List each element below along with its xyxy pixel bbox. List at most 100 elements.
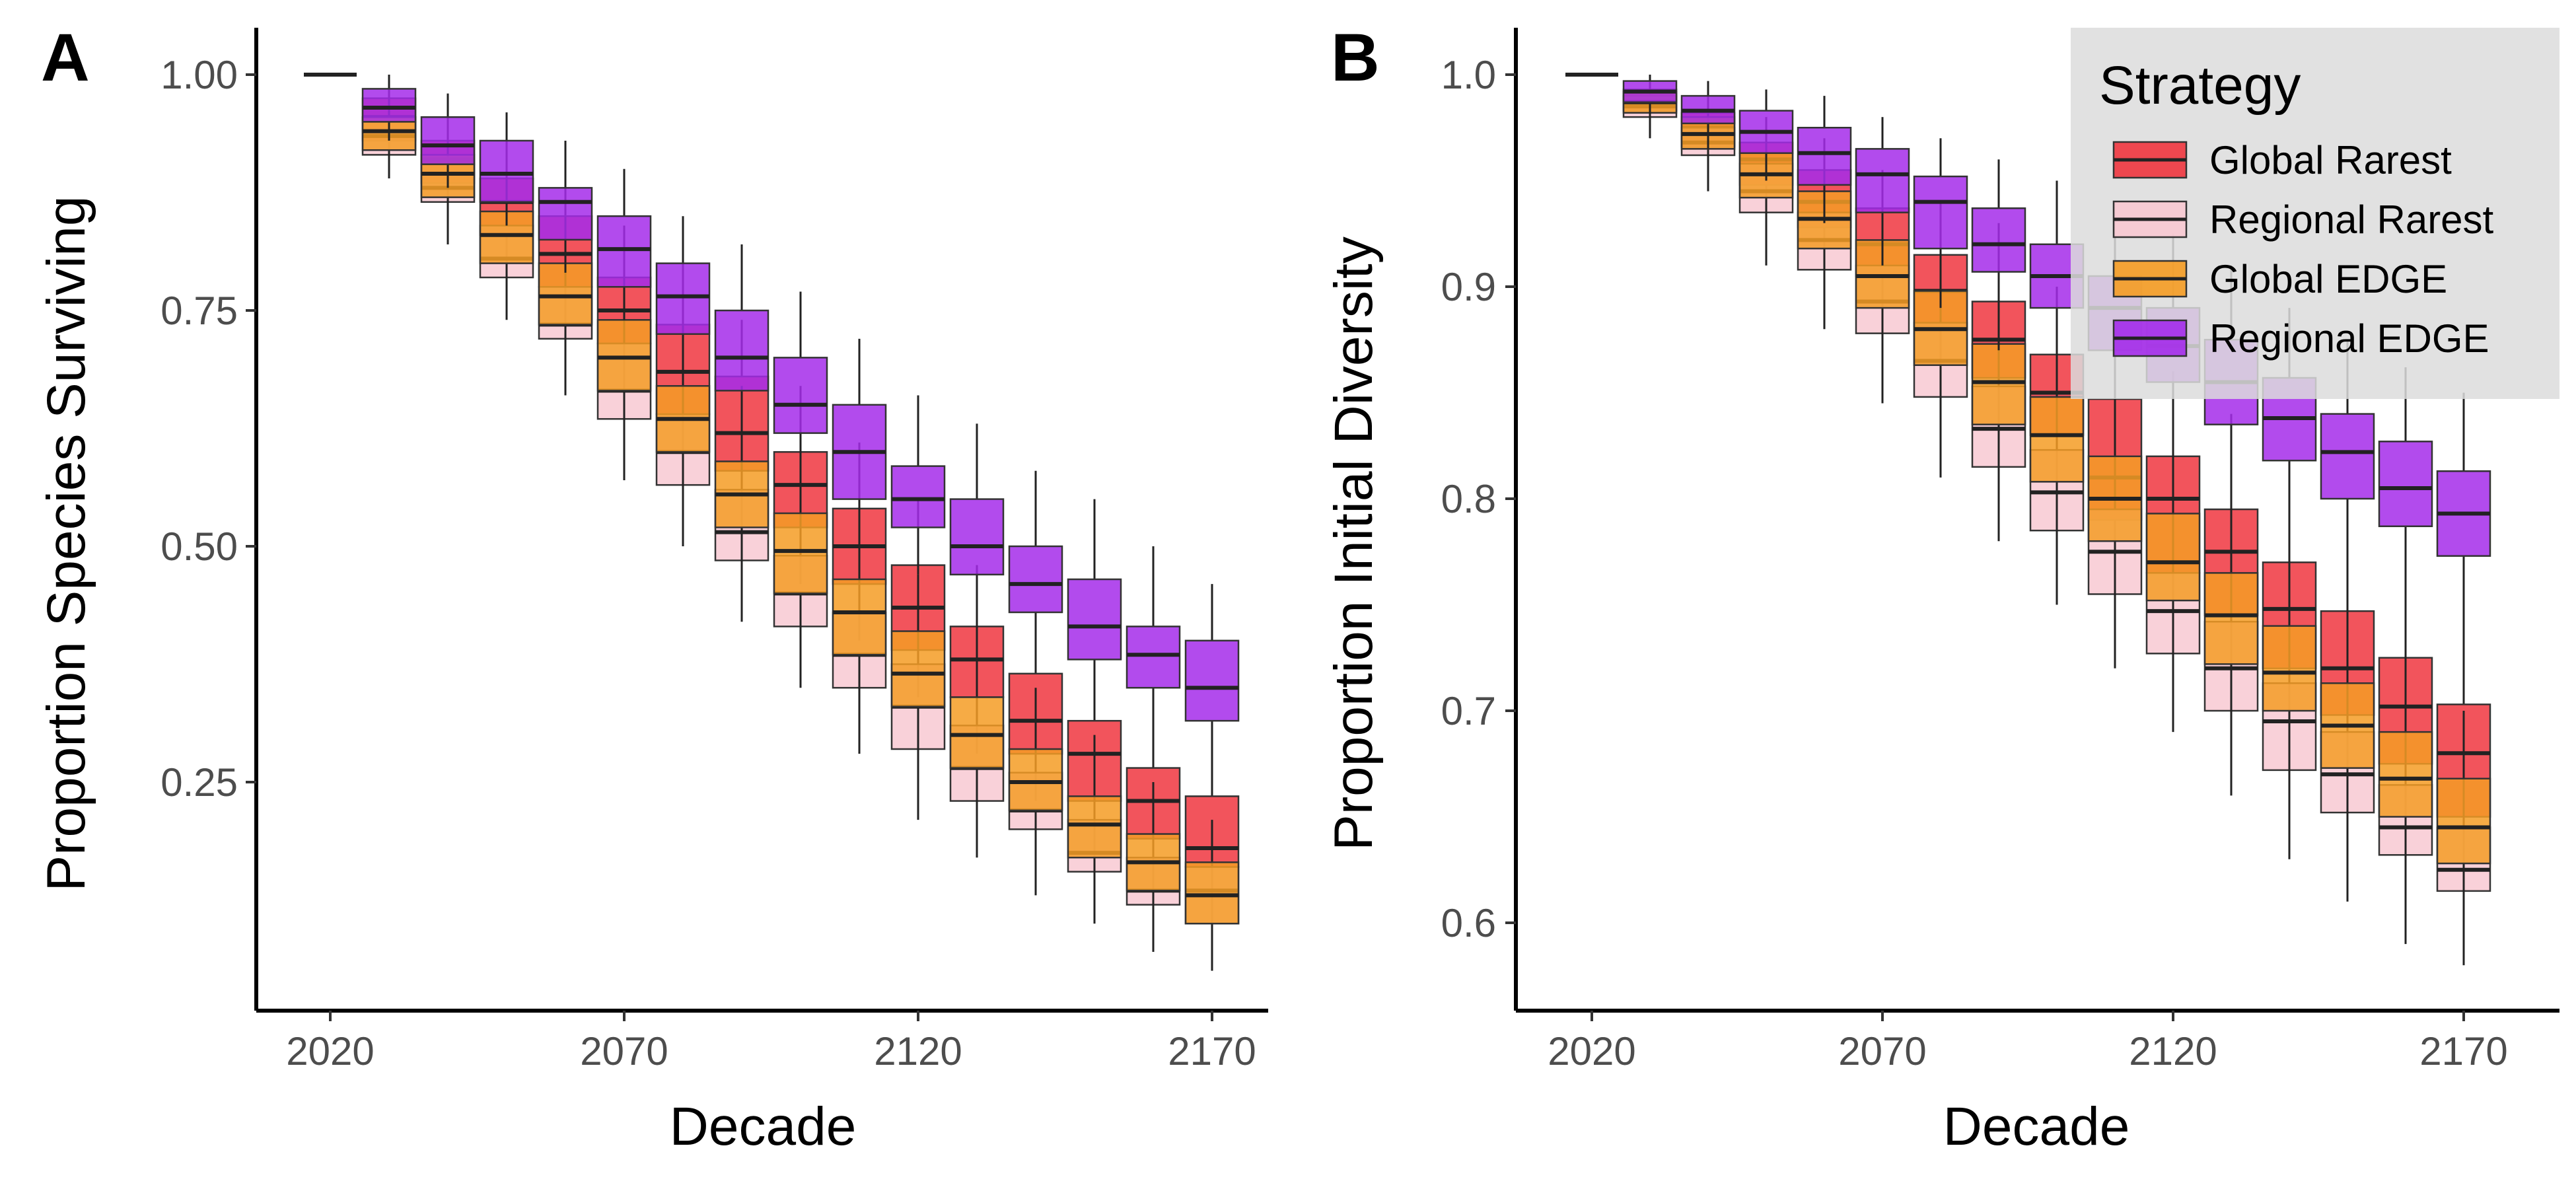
box-global-edge-2100 [773, 452, 828, 660]
x-tick-label: 2120 [2129, 1029, 2217, 1073]
box-iqr [1126, 626, 1181, 689]
box-regional-edge-2170 [1184, 584, 1240, 773]
y-tick-label: 0.6 [1441, 901, 1496, 945]
y-tick-label: 0.25 [161, 760, 238, 805]
box-regional-edge-2030 [361, 75, 417, 141]
box-regional-edge-2120 [890, 395, 946, 575]
box-iqr [949, 498, 1005, 576]
box-iqr [1067, 578, 1122, 661]
box-regional-edge-2090 [714, 244, 769, 433]
x-tick-label: 2020 [286, 1029, 374, 1073]
y-tick-label: 1.00 [161, 53, 238, 97]
box-regional-edge-2070 [596, 168, 652, 320]
x-tick-label: 2020 [1548, 1029, 1635, 1073]
box-iqr [1913, 175, 1968, 250]
box-regional-edge-2160 [1126, 546, 1181, 735]
box-iqr [361, 88, 417, 123]
y-tick-label: 0.9 [1441, 265, 1496, 309]
legend-label: Regional Rarest [2209, 198, 2494, 242]
x-tick-label: 2120 [874, 1029, 962, 1073]
y-tick-label: 0.50 [161, 524, 238, 569]
legend-label: Regional EDGE [2209, 316, 2489, 361]
legend-item-regional-rarest: Regional Rarest [2112, 198, 2494, 242]
box-global-edge-2110 [2087, 371, 2143, 626]
legend-label: Global EDGE [2209, 257, 2447, 301]
y-tick-label: 1.0 [1441, 53, 1496, 97]
box-global-edge-2160 [1126, 782, 1181, 933]
box-iqr [832, 578, 887, 656]
box-iqr [1971, 343, 2026, 425]
box-iqr [773, 512, 828, 594]
y-tick-label: 0.7 [1441, 689, 1496, 733]
box-global-edge-2140 [2262, 541, 2317, 796]
y-tick-label: 0.8 [1441, 477, 1496, 521]
box-regional-edge-2100 [773, 291, 828, 481]
box-global-edge-2150 [2320, 604, 2375, 859]
box-regional-edge-2060 [538, 140, 593, 273]
box-regional-edge-2080 [1913, 138, 1968, 308]
box-iqr [1008, 748, 1063, 812]
box-global-edge-2170 [2436, 711, 2491, 945]
box-iqr [2378, 441, 2433, 527]
box-regional-edge-2160 [2378, 367, 2433, 605]
box-iqr [890, 630, 946, 708]
box-regional-edge-2170 [2436, 392, 2491, 647]
box-iqr [538, 187, 593, 241]
box-global-edge-2150 [1067, 735, 1122, 905]
box-global-edge-2170 [1184, 820, 1240, 953]
box-global-edge-2120 [890, 574, 946, 773]
box-iqr [2203, 572, 2259, 665]
box-global-edge-2090 [714, 386, 769, 594]
box-iqr [2378, 731, 2433, 818]
box-iqr [420, 116, 476, 165]
panel-b-x-axis-title: Decade [1943, 1097, 2130, 1157]
box-iqr [596, 215, 652, 288]
x-tick-label: 2170 [1168, 1029, 1256, 1073]
box-global-edge-2160 [2378, 647, 2433, 902]
panel-a-y-axis-title: Proportion Species Surviving [36, 196, 96, 892]
box-iqr [949, 696, 1005, 769]
series-regional-edge [304, 73, 1240, 773]
legend-item-global-rarest: Global Rarest [2112, 138, 2452, 182]
box-global-edge-2100 [2029, 329, 2085, 563]
legend-label: Global Rarest [2209, 138, 2452, 182]
box-iqr [2029, 396, 2085, 483]
box-global-edge-2120 [2145, 435, 2201, 690]
box-regional-edge-2040 [420, 93, 476, 188]
panel-b-plot-area: 0.6 0.7 0.8 0.9 1.0 2020 2070 2120 2170 [1441, 28, 2559, 1073]
legend-title: Strategy [2099, 55, 2301, 116]
x-tick-label: 2070 [580, 1029, 668, 1073]
box-global-edge-2110 [832, 518, 887, 717]
panel-b: B Proportion Initial Diversity Decade 0.… [1324, 20, 2559, 1157]
box-iqr [1971, 207, 2026, 273]
box-regional-edge-2070 [1855, 117, 1910, 266]
box-iqr [2145, 513, 2201, 602]
box-iqr [596, 319, 652, 392]
x-tick-label: 2170 [2419, 1029, 2507, 1073]
box-regional-edge-2060 [1797, 96, 1852, 223]
box-iqr [479, 139, 534, 203]
box-regional-edge-2050 [1738, 89, 1794, 181]
box-iqr [890, 465, 946, 528]
box-regional-edge-2150 [1067, 499, 1122, 707]
legend-items: Global Rarest Regional Rarest Global EDGE R… [2112, 138, 2494, 361]
panel-label-b: B [1331, 20, 1380, 95]
box-iqr [1008, 545, 1063, 614]
box-iqr [1067, 795, 1122, 859]
panel-b-y-axis-title: Proportion Initial Diversity [1324, 236, 1384, 851]
x-tick-label: 2070 [1838, 1029, 1926, 1073]
box-iqr [538, 262, 593, 326]
box-regional-edge-2030 [1622, 75, 1678, 118]
box-iqr [1855, 148, 1910, 213]
box-iqr [1184, 639, 1240, 722]
box-regional-edge-2110 [832, 338, 887, 537]
box-iqr [655, 262, 711, 335]
box-regional-edge-2150 [2320, 340, 2375, 563]
box-global-edge-2140 [1008, 688, 1063, 867]
y-tick-label: 0.75 [161, 289, 238, 333]
box-iqr [1797, 127, 1852, 186]
box-global-edge-2130 [949, 622, 1005, 830]
box-global-edge-2070 [596, 263, 652, 452]
